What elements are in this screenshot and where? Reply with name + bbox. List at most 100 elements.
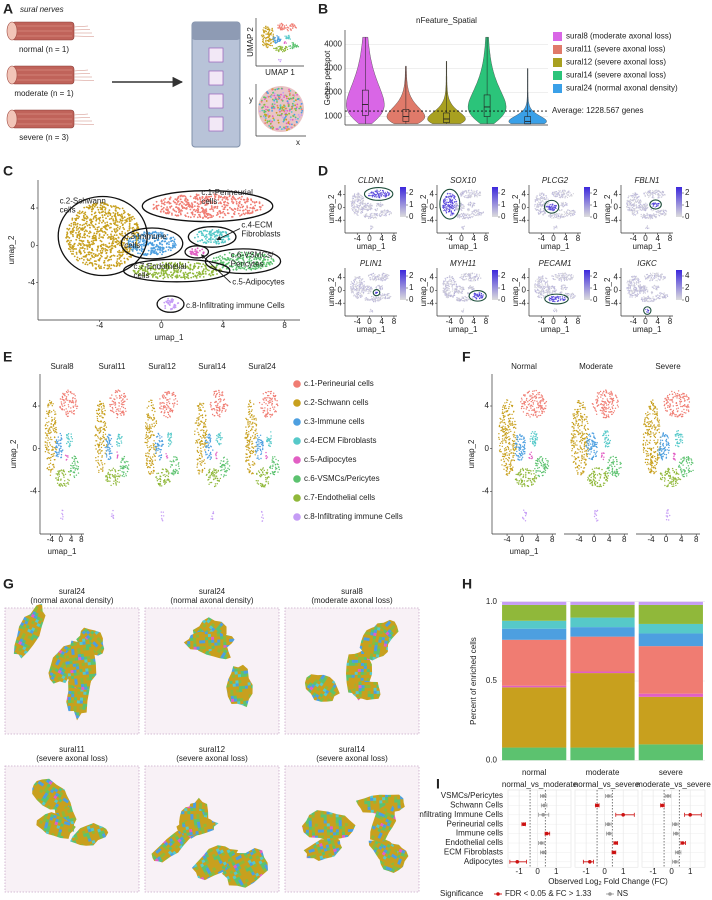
cell-point [375,217,377,219]
cluster-label: c.5-Adipocytes [232,278,284,287]
cell-point [273,47,275,50]
cell-point [209,231,212,234]
estimate-point [613,841,618,845]
row-label: Schwann Cells [450,801,503,810]
cell-point [68,224,71,227]
cluster-label-line: c.4-ECM [241,221,272,230]
cell-point [453,213,455,215]
cell-point [355,210,357,212]
cell-point [640,202,642,204]
cell-point [629,206,631,208]
cell-point [351,197,354,199]
cell-point [462,205,465,207]
cell-point [219,201,222,204]
cell-point [552,208,554,210]
x-tick-label: 0 [535,867,540,876]
cell-point [200,273,202,276]
cell-point [75,229,78,232]
cell-point [222,231,225,233]
cell-point [191,268,194,271]
cell-point [209,238,212,240]
cell-point [283,50,286,52]
cell-point [661,196,663,198]
cell-point [273,37,276,39]
cell-point [290,29,292,32]
cell-point [466,216,468,218]
cell-point [372,217,375,220]
cell-point [83,219,86,222]
cell-point [103,260,106,262]
cell-point [94,228,97,231]
cell-point [359,204,361,206]
cell-point [194,250,197,253]
cell-point [124,222,126,224]
cell-point [280,59,282,61]
cell-point [449,202,451,204]
cluster-label-line: cells [134,271,150,280]
cell-point [258,202,261,205]
cell-point [295,27,297,29]
cell-point [96,206,99,209]
cell-point [633,213,636,215]
cell-point [271,28,273,30]
cell-point [171,212,173,215]
cell-point [196,247,199,250]
cell-point [169,275,172,278]
cell-point [285,24,288,26]
spot [269,126,272,128]
cell-point [449,193,451,195]
cell-point [75,227,78,229]
cell-point [95,263,98,266]
row-label: Immune cells [456,829,503,838]
cell-point [286,48,289,51]
cell-point [553,214,555,216]
cell-point [205,238,207,240]
cell-point [93,256,95,259]
cell-point [104,250,107,252]
spot [264,122,267,124]
cell-point [566,210,568,212]
cell-point [169,206,172,209]
bar-segment [502,639,567,686]
cell-point [250,203,252,206]
cell-point [274,41,276,44]
cell-point [272,41,274,43]
cell-point [90,240,93,243]
cell-point [106,255,109,257]
cell-point [374,216,377,218]
cell-point [475,214,477,217]
cell-point [262,29,264,31]
cell-point [113,255,116,257]
bar-segment [502,628,567,640]
cell-point [172,243,174,245]
cell-point [560,192,562,194]
cell-point [168,202,171,205]
spot [269,122,272,125]
cell-point [123,216,126,219]
cell-point [168,198,171,201]
cell-point [265,37,267,39]
cell-point [388,211,391,213]
cell-point [477,193,479,195]
cell-point [218,210,221,213]
cell-point [536,199,538,201]
cell-point [570,214,572,217]
cell-point [89,221,92,224]
cluster-label-line: c.5-Adipocytes [232,278,284,287]
cell-point [221,256,224,258]
cell-point [461,204,463,206]
nerve-fiber [73,113,89,116]
cell-point [295,45,297,48]
cell-point [635,196,637,198]
cell-point [475,193,477,195]
cell-point [265,263,268,266]
cell-point [463,195,465,197]
cell-point [169,304,171,306]
cell-point [100,254,102,257]
cell-point [162,199,165,201]
cell-point [136,225,139,228]
cell-point [351,202,353,205]
cell-point [99,257,102,259]
cell-point [155,207,158,210]
cell-point [118,253,121,256]
